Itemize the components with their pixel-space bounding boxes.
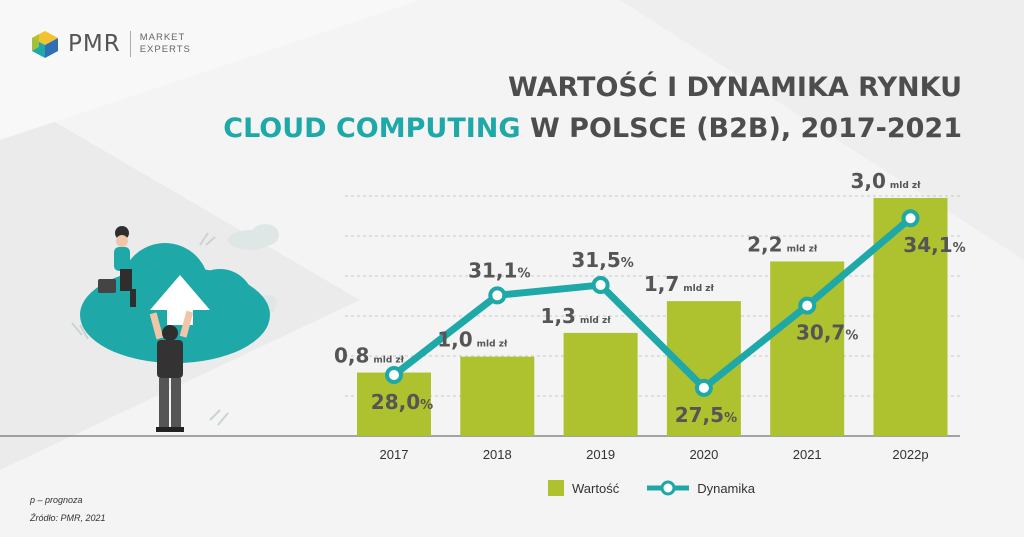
pct-label-2017: 28,0%	[371, 390, 433, 414]
x-tick-2018: 2018	[483, 447, 512, 462]
pmr-logo: PMR MARKET EXPERTS	[30, 29, 191, 59]
value-label-2019: 1,3 mld zł	[541, 304, 612, 328]
x-tick-2022p: 2022p	[892, 447, 928, 462]
x-tick-2017: 2017	[380, 447, 409, 462]
pct-label-2019: 31,5%	[571, 248, 633, 272]
bar-2018	[460, 356, 535, 436]
x-tick-2019: 2019	[586, 447, 615, 462]
bars	[357, 198, 948, 436]
legend-swatch-line	[647, 480, 690, 496]
title-accent: CLOUD COMPUTING	[223, 113, 521, 144]
pct-label-2018: 31,1%	[468, 258, 530, 282]
title-rest: W POLSCE (B2B), 2017-2021	[520, 113, 962, 144]
brand-tagline: MARKET EXPERTS	[140, 32, 191, 56]
small-cloud-icon	[228, 224, 279, 250]
x-axis: 2017 2018 2019 2020 2021 2022p	[380, 447, 929, 462]
logo-divider	[129, 31, 131, 57]
bar-2019	[563, 332, 638, 436]
x-tick-2021: 2021	[793, 447, 822, 462]
value-label-2022p: 3,0 mld zł	[850, 169, 921, 193]
dynamika-point-2019	[591, 276, 610, 295]
legend: Wartość Dynamika	[548, 480, 755, 496]
dynamika-line	[391, 215, 913, 392]
dynamika-point-2017	[385, 366, 403, 384]
brand-name: PMR	[68, 31, 121, 57]
title-line2: CLOUD COMPUTING W POLSCE (B2B), 2017-202…	[223, 108, 962, 149]
bar-2021	[770, 261, 845, 436]
woman-figure	[98, 226, 136, 307]
source-note: Źródło: PMR, 2021	[30, 513, 106, 523]
man-figure	[149, 310, 194, 432]
legend-label-line: Dynamika	[697, 480, 755, 496]
labels: 0,8 mld zł 1,0 mld zł 1,3 mld zł 1,7 mld zł 2,2 m…	[334, 169, 966, 427]
x-tick-2020: 2020	[689, 447, 718, 462]
legend-label-bars: Wartość	[572, 480, 620, 496]
dynamika-point-2021	[798, 296, 817, 315]
title-line1: WARTOŚĆ I DYNAMIKA RYNKU	[508, 72, 962, 103]
pct-label-2020: 27,5%	[675, 403, 737, 427]
pct-label-2021: 30,7%	[796, 321, 858, 345]
pmr-cube-icon	[32, 31, 58, 58]
value-label-2017: 0,8 mld zł	[334, 344, 405, 368]
forecast-note: p – prognoza	[30, 495, 83, 505]
brand-tagline-line1: MARKET	[139, 32, 186, 43]
value-label-2018: 1,0 mld zł	[437, 328, 508, 352]
dynamika-point-2020	[694, 378, 713, 397]
legend-swatch-bars	[548, 480, 564, 496]
value-label-2021: 2,2 mld zł	[747, 232, 818, 256]
cloud-upload-illustration	[71, 224, 279, 432]
dynamika-point-2022p	[901, 209, 920, 228]
chart-title: WARTOŚĆ I DYNAMIKA RYNKU CLOUD COMPUTING…	[223, 67, 962, 149]
value-label-2020: 1,7 mld zł	[644, 272, 715, 296]
dynamika-point-2018	[488, 286, 507, 305]
plant-icon	[71, 232, 229, 426]
brand-tagline-line2: EXPERTS	[139, 44, 191, 55]
line-layer	[385, 209, 920, 397]
pct-label-2022p: 34,1%	[903, 233, 965, 257]
